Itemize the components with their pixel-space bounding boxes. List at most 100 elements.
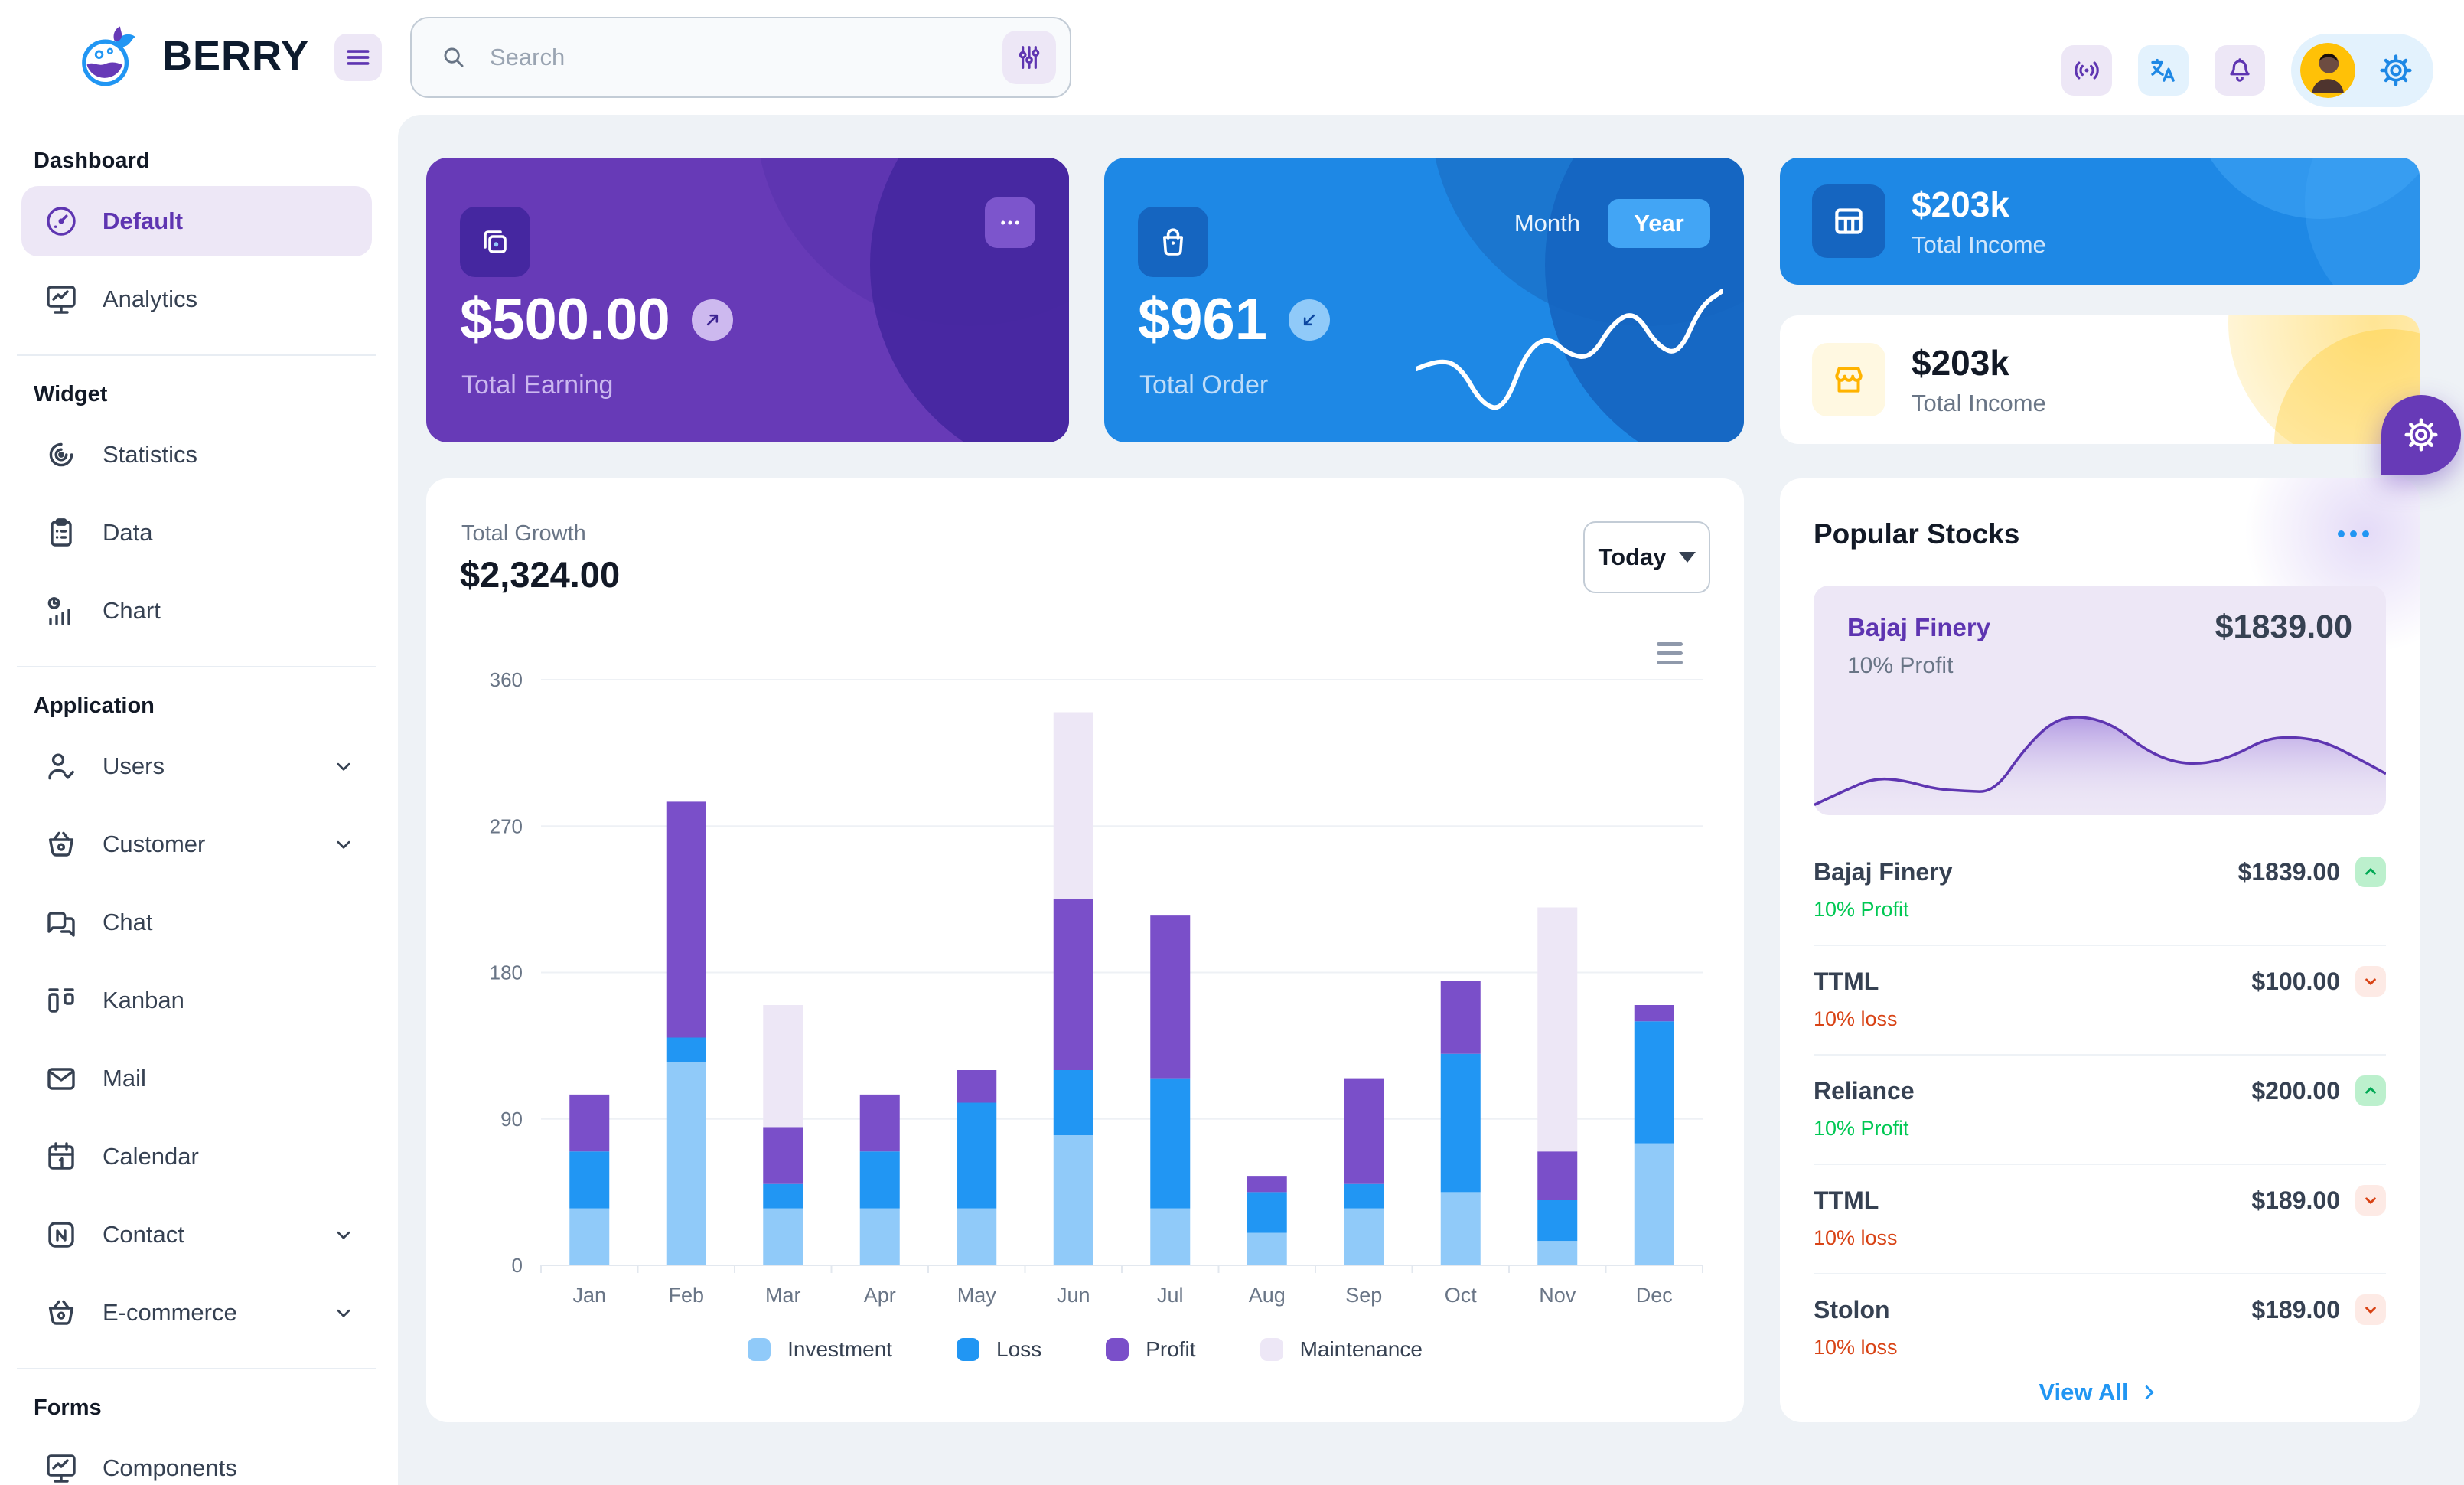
sidebar-item-label: Chart [103,597,161,624]
legend-item[interactable]: Loss [957,1337,1041,1362]
sidebar-item[interactable]: Default [21,186,372,256]
year-toggle[interactable]: Year [1608,199,1710,248]
stock-area-chart [1814,716,2386,815]
basket-icon [43,1294,80,1331]
view-all-link[interactable]: View All [1780,1379,2420,1406]
search-filter-button[interactable] [1002,31,1056,84]
stock-row[interactable]: Bajaj Finery $1839.00 10% Profit [1814,837,2386,946]
stock-row[interactable]: TTML $100.00 10% loss [1814,946,2386,1056]
svg-text:Apr: Apr [864,1284,896,1307]
sidebar-item-label: Contact [103,1221,184,1248]
legend-label: Maintenance [1299,1337,1423,1361]
legend-item[interactable]: Profit [1106,1337,1196,1362]
customize-settings-fab[interactable] [2381,395,2461,475]
earning-card-menu-button[interactable] [985,197,1035,248]
growth-range-select[interactable]: Today [1583,521,1710,593]
trend-chevron-icon [2355,1185,2386,1216]
sidebar-item-label: Kanban [103,987,184,1013]
svg-text:Aug: Aug [1249,1284,1286,1307]
hamburger-icon [344,43,373,72]
storefront-icon [1812,343,1885,416]
svg-text:Feb: Feb [668,1284,704,1307]
trend-chevron-icon [2355,1294,2386,1325]
sidebar-item[interactable]: Statistics [21,419,372,490]
notifications-button[interactable] [2215,45,2265,96]
order-label: Total Order [1139,370,1269,400]
header-actions [2061,34,2433,107]
sidebar-item[interactable]: Customer [21,809,372,880]
sidebar-item-label: Data [103,519,153,546]
basket-icon [43,826,80,863]
stock-change: 10% Profit [1814,898,1909,921]
sidebar-item-label: Chat [103,909,153,935]
legend-label: Profit [1146,1337,1196,1361]
stock-price: $100.00 [2251,967,2340,995]
sidebar: Dashboard Default Analytics [0,115,398,1485]
sidebar-section: Widget Statistics Data [17,382,376,667]
sidebar-item[interactable]: Kanban [21,965,372,1036]
chevron-down-icon [331,1300,357,1326]
sidebar-item[interactable]: Analytics [21,264,372,335]
legend-label: Investment [787,1337,893,1361]
svg-text:May: May [957,1284,997,1307]
divider [17,1368,376,1369]
legend-item[interactable]: Investment [748,1337,892,1362]
caret-down-icon [1678,552,1696,563]
legend-swatch [1106,1338,1129,1361]
brand-logo[interactable]: BERRY [77,23,309,89]
stock-change: 10% loss [1814,1336,1898,1359]
sidebar-item[interactable]: Chat [21,887,372,958]
svg-text:Dec: Dec [1636,1284,1673,1307]
featured-stock-card[interactable]: Bajaj Finery $1839.00 10% Profit [1814,586,2386,815]
svg-text:0: 0 [512,1254,523,1277]
stocks-menu-button[interactable] [2338,530,2369,537]
legend-item[interactable]: Maintenance [1260,1337,1423,1362]
sidebar-item[interactable]: Contact [21,1199,372,1270]
search-input[interactable] [488,43,1002,72]
sidebar-item[interactable]: Users [21,731,372,801]
language-button[interactable] [2138,45,2189,96]
svg-text:180: 180 [490,961,523,984]
stock-name: TTML [1814,1186,1879,1214]
sidebar-item[interactable]: E-commerce [21,1278,372,1348]
sidebar-item-label: Analytics [103,286,198,312]
month-toggle[interactable]: Month [1514,210,1580,237]
search-icon [439,43,468,72]
sidebar-item[interactable]: Chart [21,576,372,646]
svg-text:270: 270 [490,814,523,837]
sidebar-item-label: E-commerce [103,1299,237,1326]
income-value: $203k [1912,184,2009,224]
sidebar-item[interactable]: Mail [21,1043,372,1114]
stock-change: 10% loss [1814,1226,1898,1249]
stock-row[interactable]: TTML $189.00 10% loss [1814,1165,2386,1274]
stock-row[interactable]: Stolon $189.00 10% loss [1814,1274,2386,1382]
stock-row[interactable]: Reliance $200.00 10% Profit [1814,1056,2386,1165]
stock-change: 10% loss [1814,1007,1898,1030]
chevron-down-icon [331,753,357,779]
growth-value: $2,324.00 [460,554,621,595]
shopping-bag-icon [1138,207,1208,277]
featured-stock-price: $1839.00 [2215,609,2352,645]
sidebar-toggle-button[interactable] [334,34,382,81]
arrow-down-left-icon [1289,299,1331,341]
sidebar-item[interactable]: Components [21,1433,372,1485]
sidebar-section-title: Application [34,694,155,718]
user-check-icon [43,748,80,785]
translate-icon [2147,54,2179,86]
broadcast-icon [2071,55,2102,86]
sidebar-item[interactable]: Calendar [21,1121,372,1192]
live-feed-button[interactable] [2061,45,2112,96]
chart-menu-icon[interactable] [1657,642,1683,664]
stock-name: Bajaj Finery [1814,857,1953,886]
divider [17,354,376,356]
profile-menu-button[interactable] [2291,34,2433,107]
svg-text:Mar: Mar [765,1284,801,1307]
total-earning-card: $500.00 Total Earning [426,158,1069,442]
stock-name: Reliance [1814,1076,1915,1105]
chart-arcs-icon [43,436,80,473]
earning-value: $500.00 [460,287,670,352]
sidebar-item[interactable]: Data [21,498,372,568]
sidebar-section-title: Widget [34,382,108,406]
sidebar-item-label: Mail [103,1065,146,1092]
search-bar [410,17,1071,98]
